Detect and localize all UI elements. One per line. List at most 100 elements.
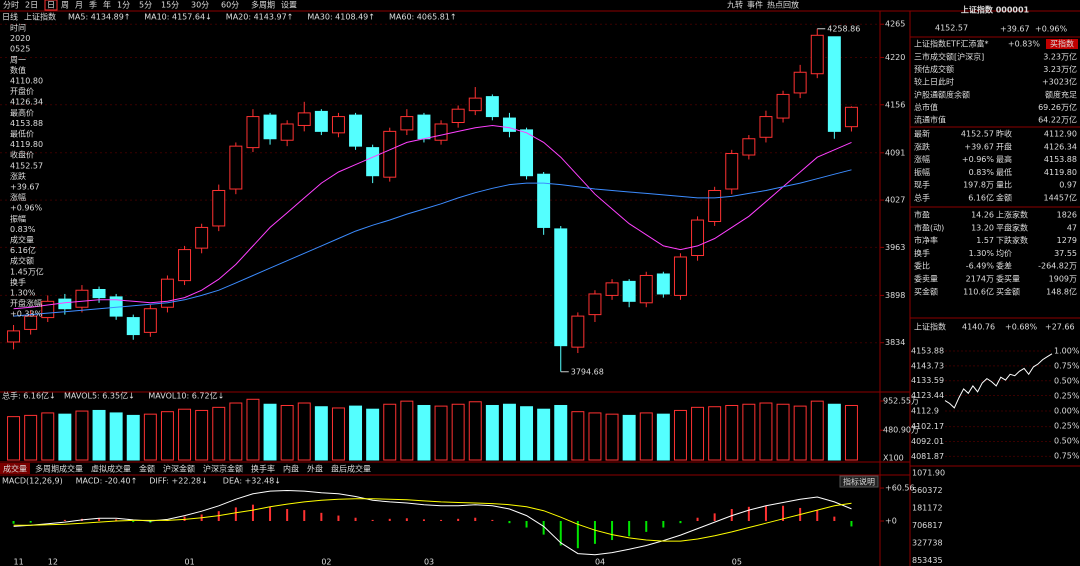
volume-bar bbox=[383, 403, 397, 461]
y-tick-label: +60.56 bbox=[885, 484, 915, 493]
y-tick-label: 4091 bbox=[885, 148, 905, 157]
legend-entry: MA60: 4065.81↑ bbox=[389, 13, 457, 22]
row-value: 3.23万亿 bbox=[1043, 64, 1077, 74]
toolbar-item[interactable]: 5分 bbox=[139, 1, 152, 10]
indicator-tab[interactable]: 内盘 bbox=[283, 464, 299, 474]
grid-value: 4152.57 bbox=[961, 130, 994, 139]
volume-bar bbox=[160, 411, 174, 461]
volume-bar bbox=[400, 400, 414, 461]
volume-bar bbox=[844, 404, 858, 461]
row-label: 总市值 bbox=[914, 102, 938, 112]
info-item: 4153.88 bbox=[10, 119, 43, 128]
indicator-tab[interactable]: 盘后成交量 bbox=[331, 464, 371, 474]
x-tick-label: 03 bbox=[424, 558, 434, 566]
indicator-tab[interactable]: 换手率 bbox=[251, 464, 275, 474]
toolbar-item[interactable]: 年 bbox=[103, 0, 111, 10]
volume-bar bbox=[366, 408, 380, 461]
indicator-tab[interactable]: 金额 bbox=[139, 464, 155, 474]
volume-bar bbox=[58, 413, 72, 461]
grid-label: 涨幅 bbox=[914, 154, 930, 164]
grid-value: +0.96% bbox=[962, 155, 995, 164]
info-item: 最低价 bbox=[10, 129, 34, 139]
grid-value: 1.30% bbox=[969, 249, 995, 258]
volume-bar bbox=[314, 406, 328, 461]
info-item: 0.83% bbox=[10, 225, 36, 234]
volume-bar bbox=[7, 416, 21, 461]
indicator-tab[interactable]: 沪深金额 bbox=[163, 464, 195, 474]
y-tick-label: 4133.59 bbox=[911, 376, 944, 385]
toolbar-item[interactable]: 季 bbox=[89, 0, 97, 10]
active-tab bbox=[0, 463, 30, 474]
toolbar-item[interactable]: 60分 bbox=[221, 1, 239, 10]
candle-body bbox=[691, 219, 705, 257]
candle-body bbox=[383, 130, 397, 178]
legend-entry: 总手: 6.16亿↓ bbox=[2, 391, 56, 401]
volume-bar bbox=[331, 407, 345, 461]
grid-value: 6.16亿 bbox=[968, 193, 994, 203]
candle-body bbox=[520, 129, 534, 177]
grid-value: 1909万 bbox=[1049, 275, 1077, 284]
mini-header: +0.68% bbox=[1005, 323, 1038, 332]
info-item: 1.30% bbox=[10, 289, 36, 298]
toolbar-item[interactable]: 设置 bbox=[281, 0, 297, 10]
indicator-tab[interactable]: 沪深京金额 bbox=[203, 464, 243, 474]
toolbar-item[interactable]: 事件 bbox=[747, 0, 763, 10]
indicator-tab[interactable]: 多周期成交量 bbox=[35, 464, 83, 474]
candle-body bbox=[314, 110, 328, 132]
ma-line bbox=[13, 124, 852, 310]
volume-bar bbox=[109, 412, 123, 461]
toolbar-item[interactable]: 1分 bbox=[117, 1, 130, 10]
volume-label: 560372 bbox=[912, 486, 943, 495]
legend-entry: MACD: -20.40↑ bbox=[76, 477, 138, 486]
legend-entry: MA20: 4143.97↑ bbox=[226, 13, 294, 22]
toolbar-item[interactable]: 日 bbox=[47, 1, 55, 10]
quote-change: +39.67 bbox=[1000, 25, 1030, 34]
y2-tick-label: 0.50% bbox=[1054, 377, 1080, 386]
toolbar-item[interactable]: 热点回放 bbox=[767, 0, 799, 10]
volume-bar bbox=[24, 414, 38, 461]
indicator-tab[interactable]: 成交量 bbox=[3, 464, 27, 474]
toolbar-item[interactable]: 30分 bbox=[191, 1, 209, 10]
info-item: 4152.57 bbox=[10, 161, 43, 170]
indicator-button[interactable] bbox=[839, 475, 879, 488]
buy-button-label[interactable]: 买指数 bbox=[1050, 39, 1074, 49]
indicator-tab[interactable]: 外盘 bbox=[307, 464, 323, 474]
toolbar-item[interactable]: 2日 bbox=[25, 1, 38, 10]
candle-body bbox=[195, 226, 209, 249]
toolbar-item[interactable]: 月 bbox=[75, 1, 83, 10]
indicator-button-label[interactable]: 指标说明 bbox=[843, 477, 875, 487]
candle-body bbox=[673, 256, 687, 296]
volume-bar bbox=[195, 409, 209, 461]
mini-header: 4140.76 bbox=[962, 323, 995, 332]
indicator-tab[interactable]: 虚拟成交量 bbox=[91, 464, 131, 474]
toolbar-item[interactable]: 九转 bbox=[727, 0, 743, 10]
x-tick-label: 01 bbox=[185, 558, 195, 566]
volume-bar bbox=[451, 403, 465, 461]
volume-bar bbox=[92, 409, 106, 461]
buy-button[interactable] bbox=[1046, 39, 1078, 49]
grid-value: -6.49% bbox=[966, 262, 995, 271]
volume-bar bbox=[639, 412, 653, 461]
grid-label: 买金额 bbox=[996, 286, 1020, 296]
volume-bar bbox=[776, 403, 790, 461]
toolbar-item[interactable]: 15分 bbox=[161, 1, 179, 10]
mini-header: +27.66 bbox=[1045, 323, 1075, 332]
toolbar-item[interactable]: 分时 bbox=[3, 0, 19, 10]
grid-value: 4112.90 bbox=[1044, 130, 1077, 139]
row-label: 沪股通额度余额 bbox=[914, 89, 970, 99]
candle-body bbox=[126, 317, 140, 336]
y2-tick-label: 0.25% bbox=[1054, 392, 1080, 401]
info-item: 4126.34 bbox=[10, 98, 43, 107]
x-tick-label: 11 bbox=[14, 558, 24, 566]
toolbar-item[interactable]: 多周期 bbox=[251, 0, 275, 10]
grid-value: 110.6亿 bbox=[963, 286, 994, 296]
volume-bar bbox=[759, 402, 773, 461]
grid-value: 1.57 bbox=[976, 236, 994, 245]
candle-body bbox=[571, 315, 585, 348]
legend-entry: MA10: 4157.64↓ bbox=[144, 13, 212, 22]
info-item: 时间 bbox=[10, 23, 26, 33]
toolbar-item[interactable]: 周 bbox=[61, 1, 69, 10]
active-tab bbox=[44, 0, 58, 11]
y-tick-label: 3963 bbox=[885, 243, 905, 252]
